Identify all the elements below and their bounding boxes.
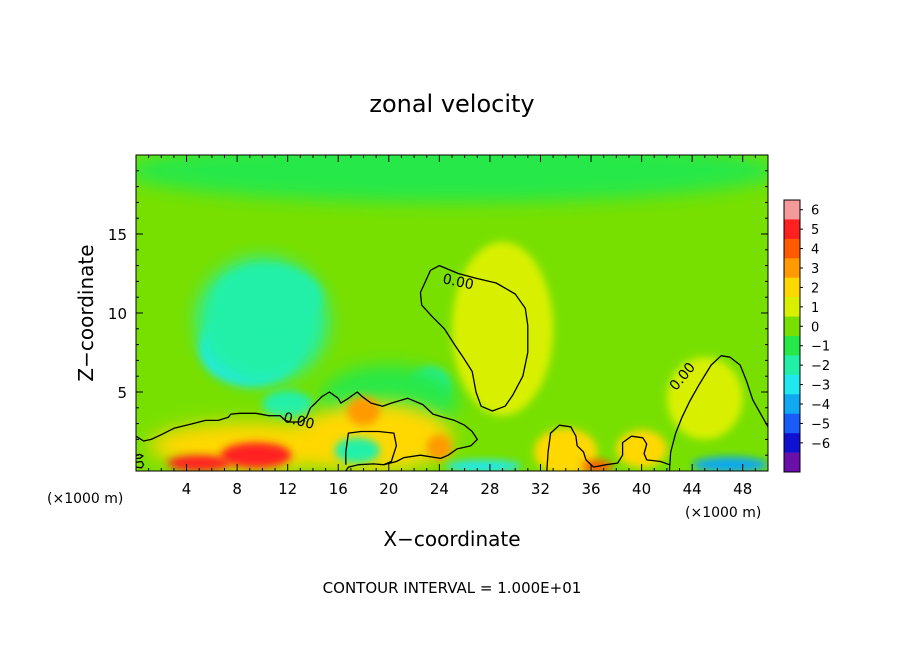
x-unit-left: (×1000 m) <box>47 491 123 507</box>
colorbar-label: −3 <box>811 379 830 394</box>
colorbar-label: 3 <box>811 262 819 277</box>
colorbar-label: 4 <box>811 243 819 258</box>
x-tick-label: 40 <box>632 480 651 498</box>
colorbar-swatch <box>784 238 800 259</box>
x-tick-label: 12 <box>278 480 297 498</box>
y-tick-label: 10 <box>108 305 127 323</box>
field-region-4 <box>215 265 322 329</box>
y-axis-label: Z−coordinate <box>74 244 98 381</box>
contour-line-4 <box>593 435 670 468</box>
colorbar: 6 5 4 3 2 1 0 −1 −2 −3 −4 −5 −6 <box>783 199 830 473</box>
x-tick-label: 44 <box>683 480 702 498</box>
colorbar-swatch <box>784 452 800 473</box>
colorbar-label: −4 <box>811 398 830 413</box>
field-region-16 <box>426 434 452 460</box>
x-tick-label: 24 <box>430 480 449 498</box>
contour-label-1: 0.00 <box>282 410 316 433</box>
contour-line-6 <box>345 430 398 466</box>
field-region-7 <box>262 390 313 419</box>
colorbar-swatch <box>784 394 800 415</box>
colorbar-label: 2 <box>811 281 819 296</box>
x-tick-label: 20 <box>379 480 398 498</box>
colorbar-swatch <box>784 297 800 317</box>
y-tick-label: 5 <box>117 384 127 402</box>
contour-interval-note: CONTOUR INTERVAL = 1.000E+01 <box>323 579 582 597</box>
colorbar-swatch <box>784 355 800 376</box>
colorbar-label: −1 <box>811 340 830 355</box>
contour-line-8 <box>136 460 145 469</box>
x-tick-label: 48 <box>733 480 752 498</box>
x-tick-label: 32 <box>531 480 550 498</box>
colorbar-swatch <box>784 258 800 279</box>
x-tick-label: 4 <box>182 480 192 498</box>
colorbar-label: −2 <box>811 359 830 374</box>
x-tick-label: 8 <box>232 480 242 498</box>
field-region-13 <box>347 396 380 426</box>
field-region-9 <box>666 357 743 440</box>
field-region-20 <box>692 456 768 471</box>
colorbar-swatch <box>784 200 800 220</box>
contour-line-5 <box>546 424 595 471</box>
contour-line-7 <box>136 453 144 460</box>
colorbar-swatch <box>784 219 800 240</box>
contour-label-2: 0.00 <box>441 271 475 293</box>
x-unit-right: (×1000 m) <box>685 505 761 521</box>
colorbar-swatch <box>784 374 800 395</box>
x-tick-label: 16 <box>329 480 348 498</box>
x-axis-ticks: 4 8 12 16 20 24 28 32 36 40 44 48 <box>148 155 756 498</box>
contour-line-1 <box>136 391 478 471</box>
field-region-17 <box>334 437 380 464</box>
colorbar-swatch <box>784 336 800 356</box>
contour-line-3 <box>668 355 768 471</box>
zero-contours <box>136 264 768 471</box>
colorbar-label: −5 <box>811 417 830 432</box>
x-tick-label: 36 <box>581 480 600 498</box>
field-region-14 <box>220 442 292 468</box>
field-region-19 <box>616 429 667 468</box>
y-tick-label: 15 <box>108 226 127 244</box>
colorbar-label: 1 <box>811 301 819 316</box>
field-region-8 <box>452 241 554 416</box>
colorbar-label: 5 <box>811 223 819 238</box>
colorbar-frame <box>783 199 801 473</box>
colorbar-swatch <box>784 413 800 434</box>
chart-title: zonal velocity <box>369 90 534 118</box>
colorbar-label: −6 <box>811 437 830 452</box>
velocity-field <box>136 155 768 471</box>
plot-area: 0.000.000.00 <box>135 154 769 472</box>
contour-line-2 <box>419 264 529 412</box>
x-tick-label: 28 <box>480 480 499 498</box>
colorbar-swatch <box>784 277 800 298</box>
field-region-10 <box>136 155 768 203</box>
colorbar-swatch <box>784 316 800 337</box>
colorbar-label: 6 <box>811 204 819 219</box>
colorbar-label: 0 <box>811 320 819 335</box>
field-region-15 <box>167 455 231 471</box>
y-axis-ticks: 5 10 15 <box>108 170 768 456</box>
x-axis-label: X−coordinate <box>383 527 520 551</box>
colorbar-swatch <box>784 433 800 453</box>
